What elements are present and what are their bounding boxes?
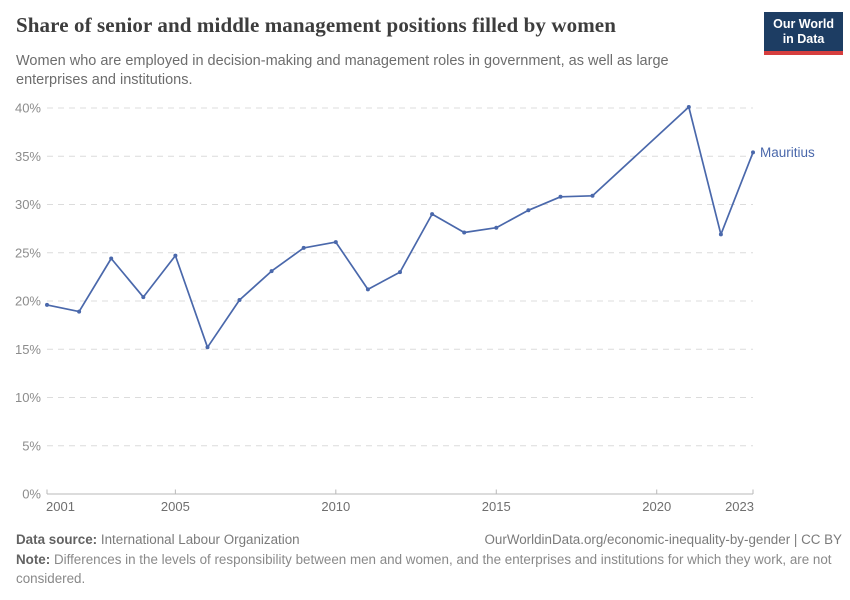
series-line xyxy=(46,106,754,349)
owid-logo[interactable]: Our World in Data xyxy=(764,12,843,55)
x-axis-tick-label: 2010 xyxy=(321,499,350,514)
y-axis-tick-label: 0% xyxy=(22,487,41,502)
note-text: Differences in the levels of responsibil… xyxy=(16,552,832,586)
attribution-link[interactable]: OurWorldinData.org/economic-inequality-b… xyxy=(484,532,843,547)
data-source-line: Data source: International Labour Organi… xyxy=(16,532,300,547)
y-axis-tick-label: 10% xyxy=(15,390,41,405)
x-axis-tick-label: 2001 xyxy=(46,499,75,514)
data-point[interactable] xyxy=(45,302,49,307)
data-point[interactable] xyxy=(398,270,402,275)
data-point[interactable] xyxy=(77,309,82,314)
y-axis-tick-label: 40% xyxy=(15,101,41,116)
data-source-value[interactable]: International Labour Organization xyxy=(100,532,300,547)
data-point[interactable] xyxy=(237,298,242,302)
data-point[interactable] xyxy=(301,245,306,250)
chart-subtitle: Women who are employed in decision-makin… xyxy=(16,53,669,89)
data-point[interactable] xyxy=(365,287,370,292)
data-point[interactable] xyxy=(333,240,338,245)
data-point[interactable] xyxy=(430,212,435,217)
chart-note: Note: Differences in the levels of respo… xyxy=(16,551,840,589)
data-point[interactable] xyxy=(590,193,595,198)
x-axis-tick-label: 2023 xyxy=(725,499,754,514)
x-axis-tick-label: 2005 xyxy=(161,499,190,514)
data-point[interactable] xyxy=(718,232,723,237)
data-point[interactable] xyxy=(173,253,178,258)
series-end-label[interactable]: Mauritius xyxy=(760,145,815,160)
x-axis-tick-label: 2015 xyxy=(482,499,511,514)
data-point[interactable] xyxy=(751,150,755,155)
data-point[interactable] xyxy=(558,194,563,199)
data-point[interactable] xyxy=(141,295,146,300)
data-point[interactable] xyxy=(269,269,274,274)
y-axis-tick-label: 5% xyxy=(22,438,41,453)
data-point[interactable] xyxy=(109,256,114,261)
owid-logo-line2: in Data xyxy=(782,32,825,47)
data-source-label: Data source: xyxy=(16,532,98,547)
y-axis-tick-label: 20% xyxy=(15,294,41,309)
owid-logo-line1: Our World xyxy=(773,17,834,31)
data-point[interactable] xyxy=(462,230,467,235)
note-label: Note: xyxy=(16,552,51,567)
data-point[interactable] xyxy=(205,345,210,350)
y-axis-tick-label: 25% xyxy=(15,245,41,260)
data-point[interactable] xyxy=(494,225,499,230)
data-point[interactable] xyxy=(686,105,691,109)
y-axis-tick-label: 15% xyxy=(15,342,41,357)
y-axis-tick-label: 35% xyxy=(15,149,41,164)
data-point[interactable] xyxy=(526,208,531,213)
x-axis-tick-label: 2020 xyxy=(642,499,671,514)
y-axis-tick-label: 30% xyxy=(15,197,41,212)
page-title: Share of senior and middle management po… xyxy=(16,13,616,37)
